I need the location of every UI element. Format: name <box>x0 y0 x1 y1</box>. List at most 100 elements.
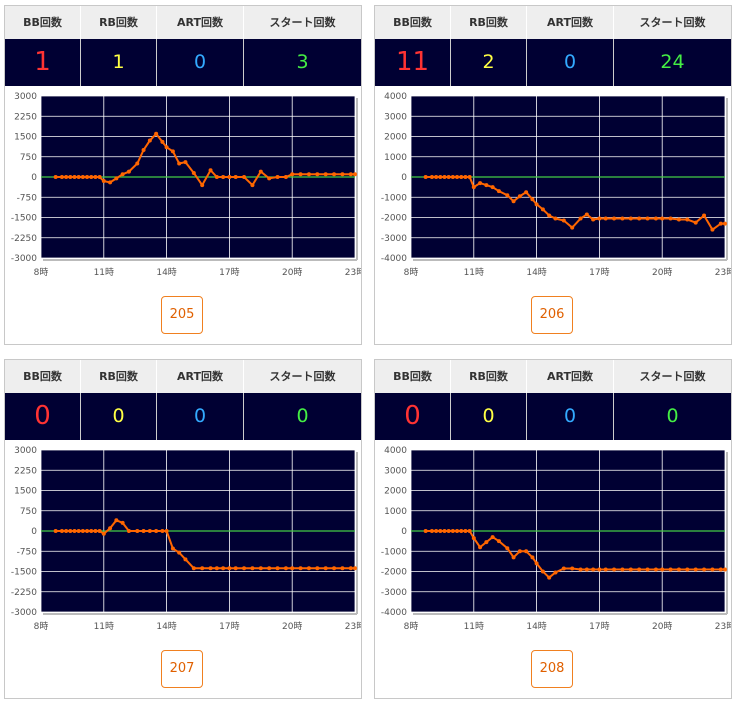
data-point <box>438 175 443 179</box>
data-point <box>511 555 516 560</box>
data-point <box>332 172 337 177</box>
data-point <box>177 161 182 166</box>
data-point <box>553 216 558 221</box>
data-point <box>227 175 232 179</box>
data-point <box>147 529 152 533</box>
machine-number-button[interactable]: 207 <box>161 650 203 688</box>
data-point <box>101 531 106 536</box>
data-point <box>85 175 90 179</box>
y-tick-label: -1500 <box>11 568 37 578</box>
x-tick-label: 11時 <box>464 267 484 278</box>
y-tick-label: 0 <box>31 527 37 537</box>
data-point <box>496 539 501 544</box>
x-tick-label: 20時 <box>652 621 672 632</box>
y-tick-label: -2000 <box>381 214 407 224</box>
data-point <box>547 213 552 218</box>
data-point <box>446 175 451 179</box>
start-header: スタート回数 <box>639 16 706 29</box>
machine-number-button[interactable]: 208 <box>531 650 573 688</box>
data-point <box>429 529 434 533</box>
data-point <box>471 185 476 190</box>
data-point <box>612 567 617 572</box>
data-point <box>484 540 489 545</box>
data-point <box>620 216 625 221</box>
data-point <box>93 175 98 179</box>
bb-header: BB回数 <box>5 360 81 393</box>
y-tick-label: -750 <box>17 547 38 557</box>
data-point <box>578 216 583 221</box>
bb-header: BB回数 <box>375 360 451 393</box>
y-tick-label: 0 <box>401 173 407 183</box>
data-point <box>315 172 320 177</box>
data-point <box>685 567 690 572</box>
data-point <box>484 183 489 188</box>
y-tick-label: 2250 <box>14 112 37 122</box>
data-point <box>64 175 69 179</box>
data-point <box>478 545 483 550</box>
data-point <box>200 566 205 571</box>
data-point <box>547 575 552 580</box>
data-point <box>154 131 159 136</box>
x-tick-label: 11時 <box>94 621 114 632</box>
data-point <box>450 529 455 533</box>
machine-panel: BB回数 RB回数 ART回数 スタート回数 1 1 0 3 3000 2250 1500 750 0-… <box>4 5 365 345</box>
data-point <box>298 566 303 571</box>
y-tick-label: -3000 <box>11 608 37 618</box>
machine-panel: BB回数 RB回数 ART回数 スタート回数 0 0 0 0 4000 3000 2000 1000 0… <box>374 359 735 699</box>
data-point <box>597 216 602 221</box>
machine-number-button[interactable]: 206 <box>531 296 573 334</box>
start-header: スタート回数 <box>269 370 336 383</box>
y-tick-label: 1000 <box>384 153 407 163</box>
bb-count: 0 <box>5 393 81 440</box>
data-point <box>685 217 690 222</box>
machine-number-button[interactable]: 205 <box>161 296 203 334</box>
x-tick-label: 14時 <box>526 267 546 278</box>
data-point <box>718 221 723 226</box>
data-point <box>141 529 146 533</box>
data-point <box>718 567 723 572</box>
data-point <box>275 175 280 179</box>
data-point <box>540 569 545 574</box>
data-point <box>233 566 238 571</box>
data-point <box>126 529 131 533</box>
data-point <box>442 529 447 533</box>
data-point <box>242 175 247 179</box>
data-point <box>423 529 428 533</box>
y-tick-label: 4000 <box>384 446 407 456</box>
bb-count: 0 <box>375 393 451 440</box>
data-point <box>183 160 188 165</box>
x-tick-label: 14時 <box>156 621 176 632</box>
data-point <box>183 557 188 562</box>
art-count: 0 <box>157 393 244 440</box>
rb-count: 2 <box>451 39 527 86</box>
data-point <box>191 170 196 175</box>
data-point <box>524 190 529 195</box>
data-point <box>471 536 476 541</box>
stats-header: BB回数 RB回数 ART回数 スタート回数 <box>5 360 361 393</box>
data-point <box>214 566 219 571</box>
y-tick-label: 750 <box>20 507 37 517</box>
y-tick-label: 3000 <box>384 466 407 476</box>
y-tick-label: -2250 <box>11 588 37 598</box>
data-point <box>534 561 539 566</box>
bb-count: 11 <box>375 39 451 86</box>
x-tick-label: 17時 <box>219 621 239 632</box>
data-point <box>290 566 295 571</box>
art-count: 0 <box>527 393 614 440</box>
payout-chart: 4000 3000 2000 1000 0 -1000 -2000 -3000 -4000 8時 1… <box>375 444 735 648</box>
start-count: 0 <box>296 405 309 427</box>
data-point <box>141 148 146 152</box>
data-point <box>628 216 633 221</box>
data-point <box>108 526 113 531</box>
data-point <box>429 175 434 179</box>
data-point <box>80 529 85 533</box>
x-tick-label: 23時 <box>715 621 731 632</box>
data-point <box>267 176 272 181</box>
data-point <box>467 175 472 179</box>
rb-count: 0 <box>451 393 527 440</box>
data-point <box>323 566 328 571</box>
data-point <box>120 520 125 525</box>
